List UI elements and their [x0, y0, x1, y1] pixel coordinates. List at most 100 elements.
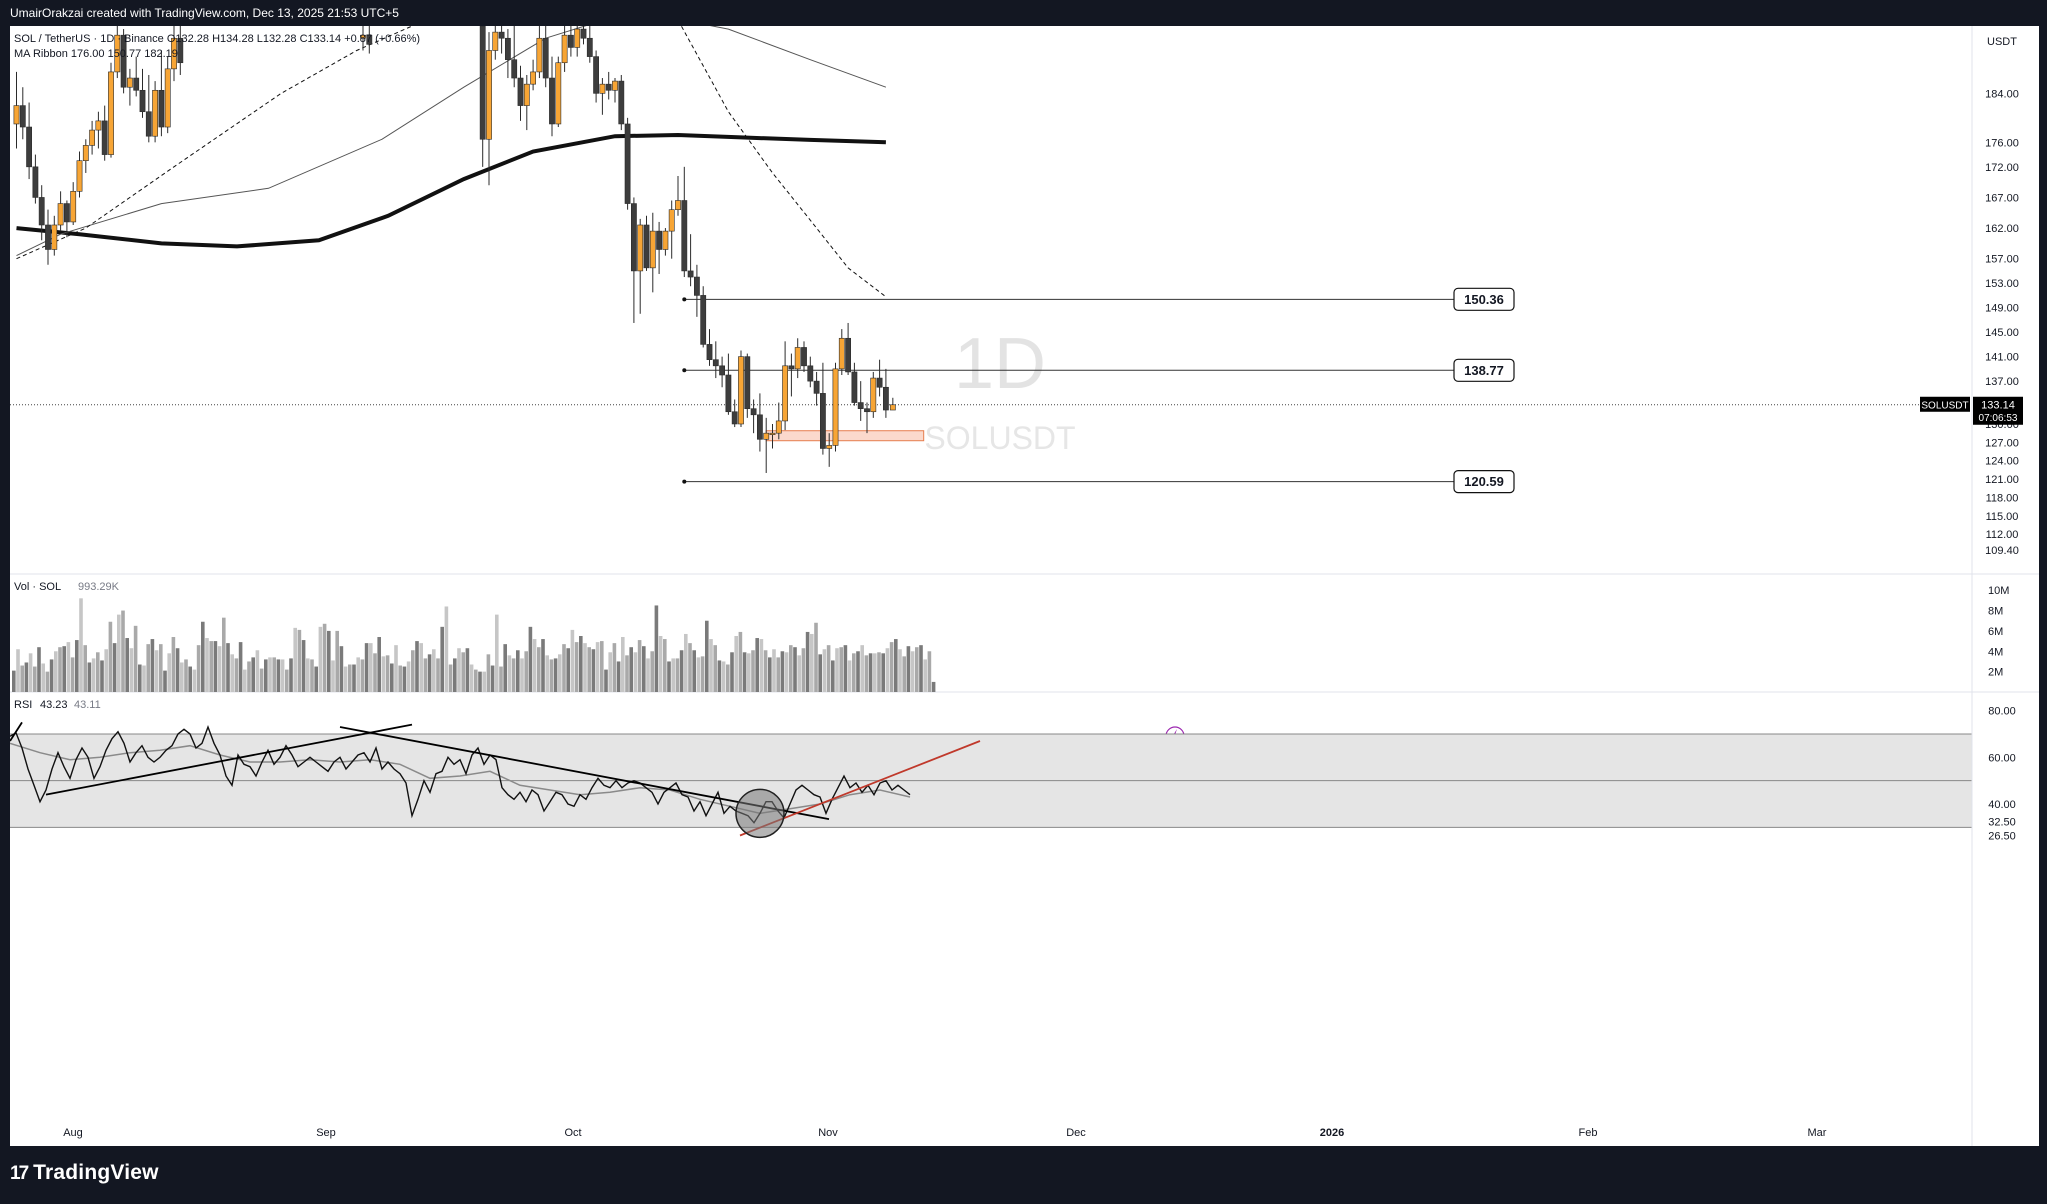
volume-bar: [100, 660, 104, 692]
volume-bar: [537, 647, 541, 692]
volume-bar: [293, 627, 297, 692]
volume-tick-label: 8M: [1988, 606, 2003, 618]
attribution-text: UmairOrakzai created with TradingView.co…: [10, 6, 399, 20]
time-tick-label: Dec: [1066, 1127, 1086, 1139]
volume-bar: [427, 654, 432, 692]
volume-bar: [721, 661, 726, 692]
volume-bar: [314, 666, 318, 692]
candle-body: [813, 380, 820, 394]
candle-body: [838, 337, 845, 370]
volume-bar: [230, 654, 234, 692]
volume-bar: [297, 629, 302, 692]
candle-body: [567, 34, 574, 48]
candle-body: [712, 359, 719, 367]
candle-body: [725, 374, 732, 413]
volume-bar: [671, 658, 675, 692]
price-tick-label: 127.00: [1985, 437, 2019, 449]
candle-body: [26, 126, 32, 168]
volume-bar: [747, 653, 751, 692]
candle-body: [530, 71, 536, 85]
volume-bar: [923, 659, 927, 692]
volume-bar: [486, 654, 491, 692]
volume-bar: [398, 665, 402, 692]
price-tick-label: 162.00: [1985, 223, 2019, 235]
volume-bar: [646, 658, 650, 692]
candle-body: [511, 59, 518, 79]
candle-body: [63, 203, 70, 223]
volume-bar: [12, 670, 16, 692]
volume-bar: [898, 649, 902, 692]
price-tick-label: 167.00: [1985, 192, 2019, 204]
candle-body: [360, 34, 366, 39]
rsi-tick-label: 80.00: [1988, 706, 2016, 718]
level-anchor: [682, 479, 687, 484]
volume-bar: [419, 643, 423, 692]
candle-body: [19, 105, 26, 128]
candle-body: [95, 120, 102, 131]
candle-body: [517, 77, 524, 106]
ma-ribbon-line-thin: [16, 26, 887, 257]
volume-bar: [268, 657, 272, 692]
candle-body: [612, 80, 618, 91]
volume-bar: [234, 658, 239, 692]
volume-bar: [549, 659, 554, 692]
volume-bar: [310, 659, 314, 692]
volume-bar: [658, 636, 663, 692]
volume-bar: [595, 642, 600, 692]
volume-bar: [117, 614, 121, 692]
volume-bar: [444, 606, 449, 692]
volume-bar: [24, 662, 29, 692]
candle-body: [599, 83, 606, 94]
candle-body: [832, 368, 839, 446]
volume-bar: [348, 664, 352, 692]
volume-bar: [58, 647, 62, 692]
watermark-symbol: SOLUSDT: [924, 420, 1075, 456]
time-tick-label: Feb: [1579, 1127, 1598, 1139]
volume-bar: [436, 658, 440, 692]
legend-line-1: SOL / TetherUS · 1D · Binance O132.28 H1…: [14, 33, 420, 45]
volume-bar: [440, 626, 444, 692]
volume-tick-label: 4M: [1988, 646, 2003, 658]
volume-bar: [188, 666, 192, 692]
volume-bar: [373, 653, 377, 692]
volume-bar: [66, 642, 71, 692]
candle-body: [845, 337, 851, 373]
candle-body: [605, 83, 612, 91]
volume-bar: [520, 658, 524, 692]
candle-body: [643, 224, 650, 269]
volume-bar: [75, 640, 79, 692]
price-tick-label: 124.00: [1985, 456, 2019, 468]
candle-body: [51, 224, 58, 250]
volume-bar: [566, 648, 570, 692]
volume-bar: [171, 637, 176, 692]
volume-bar: [847, 660, 852, 692]
tradingview-logo[interactable]: 17 TradingView: [10, 1161, 159, 1185]
candle-body: [870, 377, 877, 413]
price-tick-label: 153.00: [1985, 278, 2019, 290]
volume-bar: [54, 651, 58, 692]
volume-bar: [726, 664, 730, 692]
volume-bar: [637, 640, 642, 692]
volume-bar: [600, 641, 604, 692]
volume-bar: [163, 670, 167, 692]
candle-body: [139, 89, 146, 113]
candle-body: [675, 200, 681, 210]
symbol-tag: [1920, 396, 1970, 412]
volume-bar: [33, 666, 37, 692]
price-tick-label: 121.00: [1985, 474, 2019, 486]
chart-frame[interactable]: 1D SOLUSDT 150.36 138.77 120.59 SOL / TetherU…: [10, 26, 2039, 1146]
candle-body: [706, 344, 713, 360]
volume-bar: [856, 651, 860, 692]
volume-bar: [133, 625, 138, 692]
candle-body: [656, 230, 662, 250]
candle-body: [127, 77, 133, 88]
volume-bar: [327, 630, 331, 692]
volume-bar: [360, 659, 365, 692]
volume-bar: [280, 659, 285, 692]
volume-bar: [62, 646, 66, 692]
volume-bar: [343, 666, 348, 692]
volume-bar: [868, 653, 873, 692]
chart-canvas[interactable]: 1D SOLUSDT 150.36 138.77 120.59 SOL / TetherU…: [10, 26, 2039, 1146]
volume-bar: [675, 658, 680, 692]
volume-bar: [910, 651, 915, 692]
